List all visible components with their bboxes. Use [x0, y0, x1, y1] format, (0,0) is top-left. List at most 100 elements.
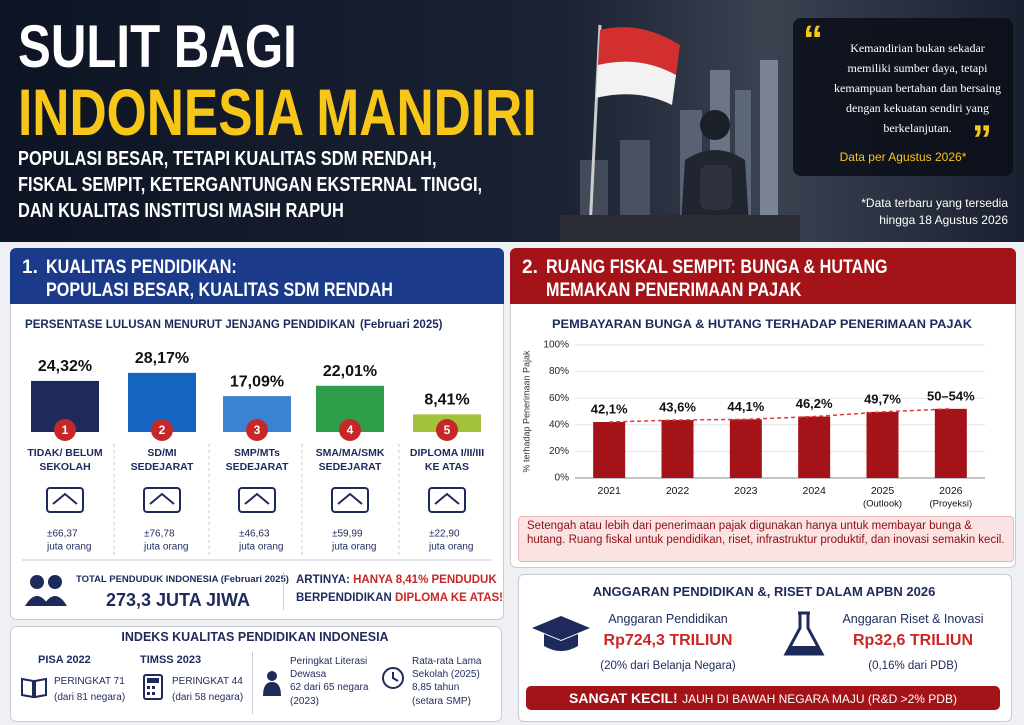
- meaning-highlight: HANYA 8,41% PENDUDUK: [353, 574, 497, 586]
- banner-rest: JAUH DI BAWAH NEGARA MAJU (R&D >2% PDB): [682, 692, 957, 706]
- category-label: SMP/MTs SEDEJARAT: [225, 447, 289, 473]
- value-label: 50–54%: [927, 388, 975, 403]
- index-detail: (dari 58 negara): [172, 692, 244, 703]
- x-tick-label: 2024: [802, 485, 826, 497]
- population-unit: juta orang: [46, 542, 91, 553]
- budget-title: ANGGARAN PENDIDIKAN &, RISET DALAM APBN …: [592, 584, 936, 599]
- y-tick-label: 0%: [555, 473, 570, 484]
- quote-mark: ”: [972, 118, 992, 162]
- icon: [46, 487, 84, 513]
- population-unit: juta orang: [428, 542, 473, 553]
- section-heading: MEMAKAN PENERIMAAN PAJAK: [546, 280, 802, 301]
- population: ±76,78: [144, 529, 175, 540]
- population-unit: juta orang: [143, 542, 188, 553]
- badge: [436, 419, 458, 441]
- subtitle: POPULASI BESAR, TETAPI KUALITAS SDM REND…: [18, 148, 437, 170]
- budget-amount: Rp32,6 TRILIUN: [852, 632, 973, 649]
- bar: [866, 411, 899, 478]
- x-tick-label: 2021: [597, 485, 621, 497]
- title-line1: SULIT BAGI: [18, 13, 297, 80]
- budget-label: Anggaran Riset & Inovasi: [842, 612, 984, 626]
- x-tick-label: 2026: [939, 485, 963, 497]
- meaning-middle: BERPENDIDIKAN: [296, 592, 392, 604]
- population: ±59,99: [332, 529, 363, 540]
- icon: [238, 487, 276, 513]
- badge: [339, 419, 361, 441]
- footnote: *Data terbaru yang tersedia hingga 18 Ag…: [861, 196, 1008, 227]
- index-rank: PERINGKAT 44: [172, 676, 243, 687]
- value-label: 46,2%: [796, 396, 833, 411]
- value-label: 8,41%: [424, 392, 469, 409]
- category-label: SMA/MA/SMK SEDEJARAT: [315, 447, 385, 473]
- budget-amount: Rp724,3 TRILIUN: [603, 632, 733, 649]
- x-tick-label: 2023: [734, 485, 758, 497]
- divider: [252, 652, 253, 714]
- header-scene: [560, 24, 800, 242]
- index-label: PISA 2022: [38, 654, 91, 666]
- icon: [337, 492, 363, 505]
- section2-heading-bar: [510, 248, 1016, 304]
- section-heading: RUANG FISKAL SEMPIT: BUNGA & HUTANG: [546, 257, 888, 278]
- icon: [331, 487, 369, 513]
- index-label: Rata-rata Lama Sekolah (2025): [412, 656, 482, 680]
- title-line2: INDONESIA MANDIRI: [18, 75, 537, 149]
- quote: Kemandirian bukan sekadar memiliki sumbe…: [834, 41, 1001, 135]
- badge: [246, 419, 268, 441]
- bar: [729, 419, 762, 478]
- bar: [661, 420, 694, 478]
- index-detail: (dari 81 negara): [54, 692, 126, 703]
- chart-title: PERSENTASE LULUSAN MENURUT JENJANG PENDI…: [25, 317, 355, 331]
- section-heading: KUALITAS PENDIDIKAN:: [46, 257, 237, 278]
- population: ±66,37: [47, 529, 78, 540]
- badge-number: 2: [159, 423, 166, 437]
- people-icon: [25, 575, 67, 606]
- value-label: 44,1%: [727, 399, 764, 414]
- meaning-end: DIPLOMA KE ATAS!: [395, 592, 504, 604]
- icon: [434, 492, 460, 505]
- quote-box: [793, 18, 1013, 176]
- population-unit: juta orang: [238, 542, 283, 553]
- value-label: 42,1%: [591, 401, 628, 416]
- chart-subtitle: (Februari 2025): [360, 319, 443, 331]
- section-number: 1.: [22, 257, 38, 278]
- badge-number: 1: [62, 423, 69, 437]
- population-unit: juta orang: [331, 542, 376, 553]
- clock-icon: [382, 667, 404, 689]
- section-number: 2.: [522, 257, 538, 278]
- index-rank: 62 dari 65 negara: [290, 682, 369, 693]
- icon: [143, 487, 181, 513]
- value-label: 49,7%: [864, 391, 901, 406]
- bar: [593, 422, 626, 478]
- section1-heading-bar: [10, 248, 504, 304]
- y-tick-label: 100%: [543, 340, 569, 351]
- trend-line: [609, 408, 951, 423]
- meaning: ARTINYA: HANYA 8,41% PENDUDUK: [296, 574, 497, 586]
- fiscal-note: Setengah atau lebih dari penerimaan paja…: [518, 516, 1014, 562]
- badge-number: 3: [254, 423, 261, 437]
- bar: [798, 416, 831, 478]
- meaning: BERPENDIDIKAN DIPLOMA KE ATAS!: [296, 592, 503, 604]
- quote-source: Data per Agustus 2026*: [839, 150, 967, 164]
- value-label: 17,09%: [230, 373, 284, 390]
- bar: [934, 408, 967, 478]
- y-axis-label: % terhadap Penerimaan Pajak: [521, 350, 531, 473]
- y-tick-label: 60%: [549, 393, 569, 404]
- x-tick-note: (Proyeksi): [929, 499, 972, 510]
- budget-detail: (0,16% dari PDB): [868, 660, 958, 672]
- graduation-icon: [532, 616, 590, 651]
- category-label: SD/MI SEDEJARAT: [130, 447, 194, 473]
- index-detail: (2023): [290, 696, 319, 707]
- x-tick-label: 2022: [666, 485, 690, 497]
- index-rank: 8,85 tahun: [412, 682, 460, 693]
- person-icon: [263, 671, 281, 696]
- index-detail: (setara SMP): [412, 696, 471, 707]
- icon: [428, 487, 466, 513]
- population: ±46,63: [239, 529, 270, 540]
- icon: [149, 492, 175, 505]
- section-heading: POPULASI BESAR, KUALITAS SDM RENDAH: [46, 280, 393, 301]
- value-label: 24,32%: [38, 358, 92, 375]
- category-label: DIPLOMA I/II/III KE ATAS: [409, 447, 485, 473]
- meaning-label: ARTINYA:: [296, 574, 350, 586]
